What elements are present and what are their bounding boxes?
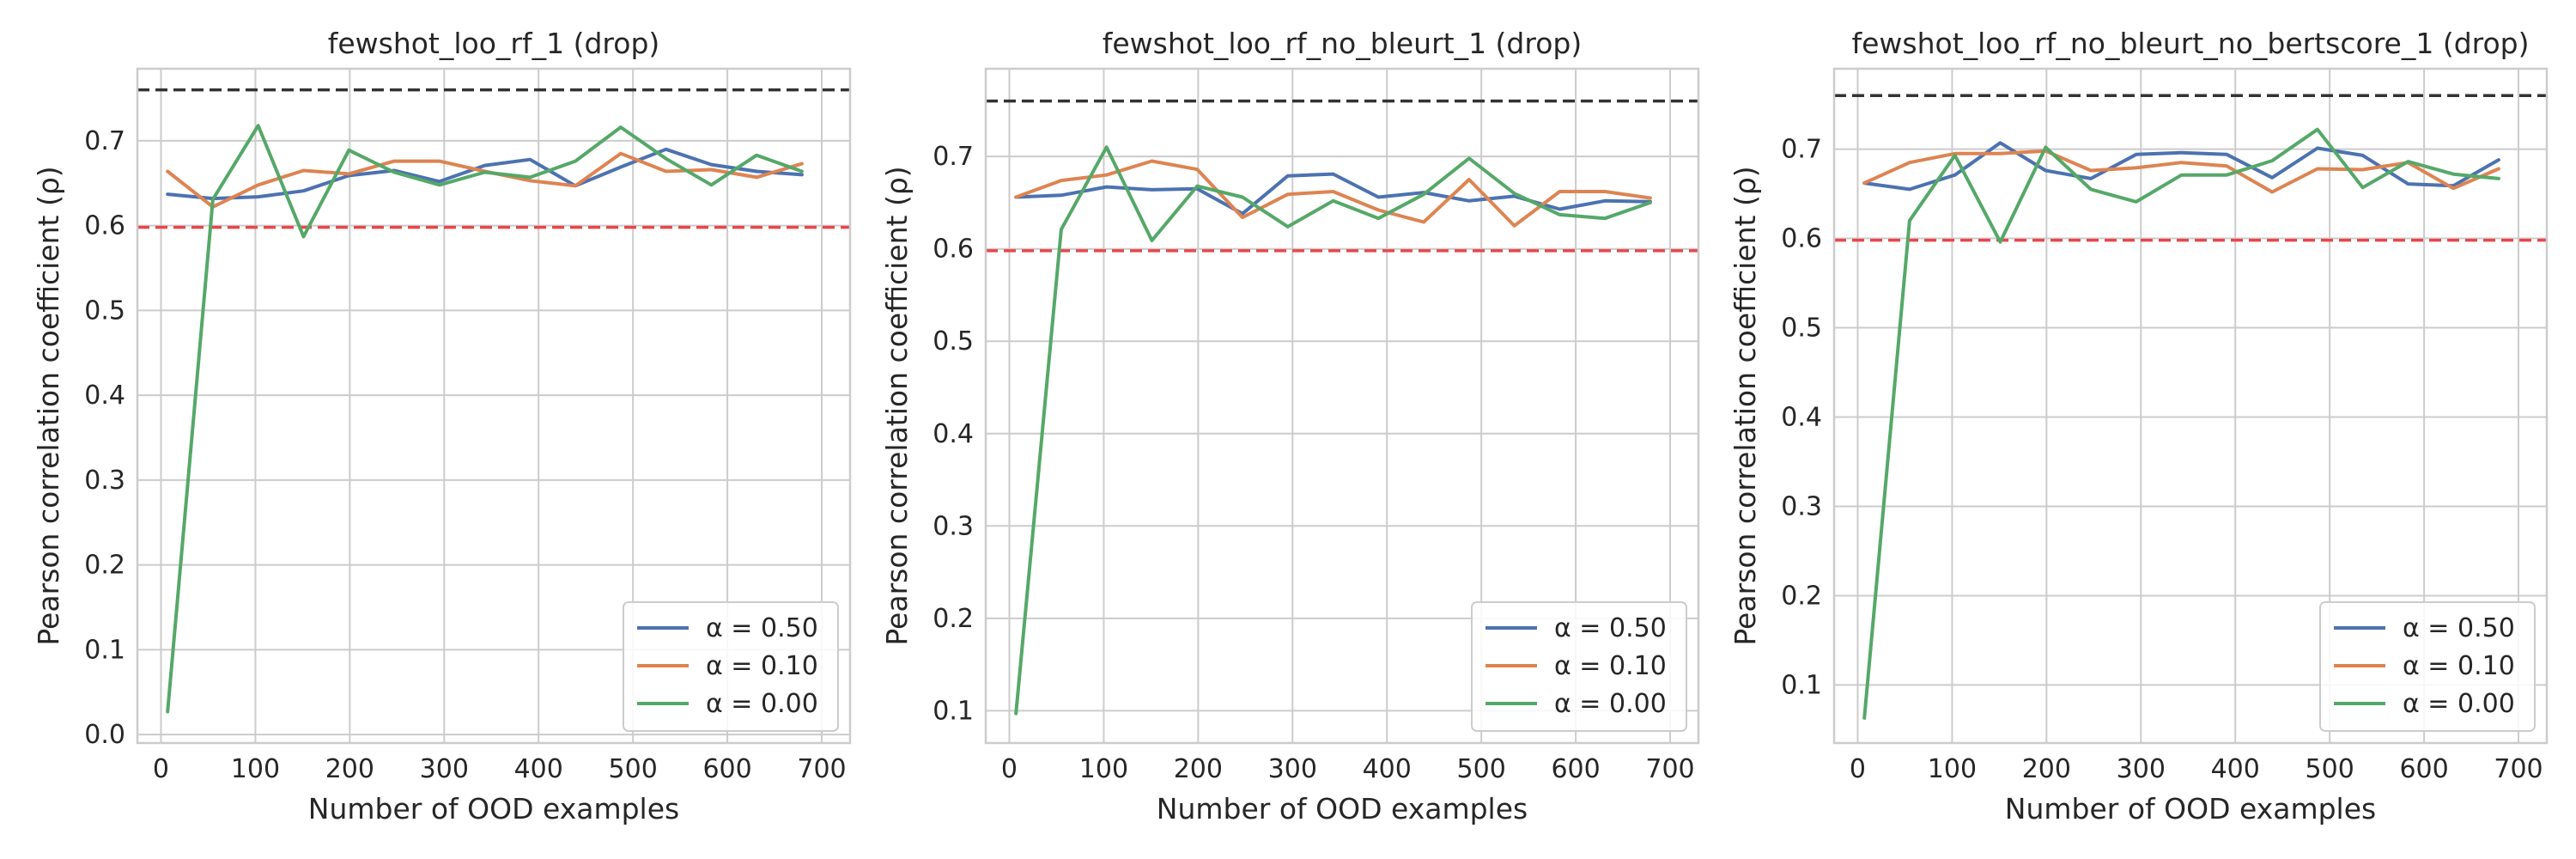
legend-entry-label: α = 0.10 [1554,651,1667,681]
y-tick-label: 0.6 [933,235,974,265]
y-tick-label: 0.2 [84,551,125,581]
y-tick-label: 0.7 [1781,135,1822,165]
chart-title: fewshot_loo_rf_no_bleurt_no_bertscore_1 … [1851,27,2529,60]
y-tick-label: 0.1 [933,696,974,726]
x-tick-label: 400 [2211,754,2260,784]
legend-box [2319,601,2536,732]
y-tick-label: 0.2 [1781,581,1822,611]
legend-entry-label: α = 0.00 [706,689,818,719]
x-tick-label: 500 [2306,754,2354,784]
x-tick-label: 600 [702,754,751,784]
y-tick-label: 0.2 [933,604,974,634]
y-axis-label: Pearson correlation coefficient (ρ) [1728,166,1762,645]
y-tick-label: 0.3 [933,511,974,541]
x-tick-label: 100 [1928,754,1977,784]
chart-panel-3: 0 100 200 300 400 500 600 700 0.1 0.2 0.3 0.4 0.5 0.6… [1728,27,2549,825]
y-tick-label: 0.3 [84,466,125,496]
x-tick-label: 100 [1079,754,1128,784]
x-axis-label: Number of OOD examples [308,792,679,825]
x-tick-label: 0 [1001,754,1018,784]
legend-entry-label: α = 0.00 [1554,689,1667,719]
x-tick-label: 300 [2117,754,2166,784]
x-tick-label: 700 [797,754,846,784]
y-tick-label: 0.4 [933,419,974,449]
plot-frame [984,67,1700,745]
y-tick-label: 0.1 [84,635,125,665]
series-line-3 [1014,145,1652,716]
x-tick-label: 400 [1363,754,1412,784]
y-tick-label: 0.3 [1781,491,1822,521]
x-axis-label: Number of OOD examples [2005,792,2376,825]
legend: α = 0.50 α = 0.10 α = 0.00 [2319,601,2536,732]
x-tick-label: 0 [1850,754,1866,784]
y-axis-label: Pearson correlation coefficient (ρ) [32,166,65,645]
plot-frame [1832,67,2549,745]
legend: α = 0.50 α = 0.10 α = 0.00 [1471,601,1687,732]
legend-entry-label: α = 0.50 [706,613,818,643]
x-tick-label: 600 [2399,754,2448,784]
x-tick-label: 500 [609,754,658,784]
series-line-1 [1862,141,2500,192]
y-axis-label: Pearson correlation coefficient (ρ) [880,166,914,645]
legend: α = 0.50 α = 0.10 α = 0.00 [623,601,839,732]
chart-panel-2: 0 100 200 300 400 500 600 700 0.1 0.2 0.3 0.4 0.5 0.6… [880,27,1700,825]
y-tick-label: 0.1 [1781,670,1822,700]
chart-title: fewshot_loo_rf_no_bleurt_1 (drop) [1103,27,1583,60]
y-tick-label: 0.5 [84,295,125,326]
x-tick-label: 200 [325,754,374,784]
x-tick-label: 200 [1174,754,1223,784]
x-tick-label: 200 [2022,754,2071,784]
y-tick-label: 0.7 [933,142,974,172]
x-tick-label: 300 [1268,754,1317,784]
x-tick-label: 0 [153,754,169,784]
series-line-1 [166,147,804,201]
series-line-3 [166,124,804,714]
chart-title: fewshot_loo_rf_1 (drop) [328,27,660,60]
x-tick-label: 700 [1645,754,1694,784]
x-tick-label: 500 [1457,754,1506,784]
x-tick-label: 700 [2494,754,2543,784]
y-tick-label: 0.5 [1781,314,1822,344]
x-tick-label: 100 [231,754,280,784]
x-tick-label: 300 [420,754,469,784]
y-tick-label: 0.4 [1781,402,1822,432]
series-line-2 [1862,149,2500,194]
legend-entry-label: α = 0.00 [2403,689,2515,719]
series-line-2 [1014,159,1652,228]
legend-box [623,601,839,732]
legend-entry-label: α = 0.50 [2403,613,2515,643]
x-tick-label: 600 [1551,754,1600,784]
chart-panel-1: 0 100 200 300 400 500 600 700 0.0 0.1 0.2 0.3 0.4 0.5… [32,27,852,825]
y-tick-label: 0.5 [933,326,974,356]
series-line-3 [1862,127,2500,720]
legend-entry-label: α = 0.50 [1554,613,1667,643]
x-axis-label: Number of OOD examples [1157,792,1528,825]
x-tick-label: 400 [514,754,563,784]
legend-box [1471,601,1687,732]
y-tick-label: 0.4 [84,381,125,411]
legend-entry-label: α = 0.10 [2403,651,2515,681]
y-tick-label: 0.7 [84,126,125,156]
y-tick-label: 0.6 [1781,224,1822,254]
legend-entry-label: α = 0.10 [706,651,818,681]
plot-frame [136,67,852,745]
y-tick-label: 0.0 [84,720,125,750]
y-tick-label: 0.6 [84,211,125,241]
